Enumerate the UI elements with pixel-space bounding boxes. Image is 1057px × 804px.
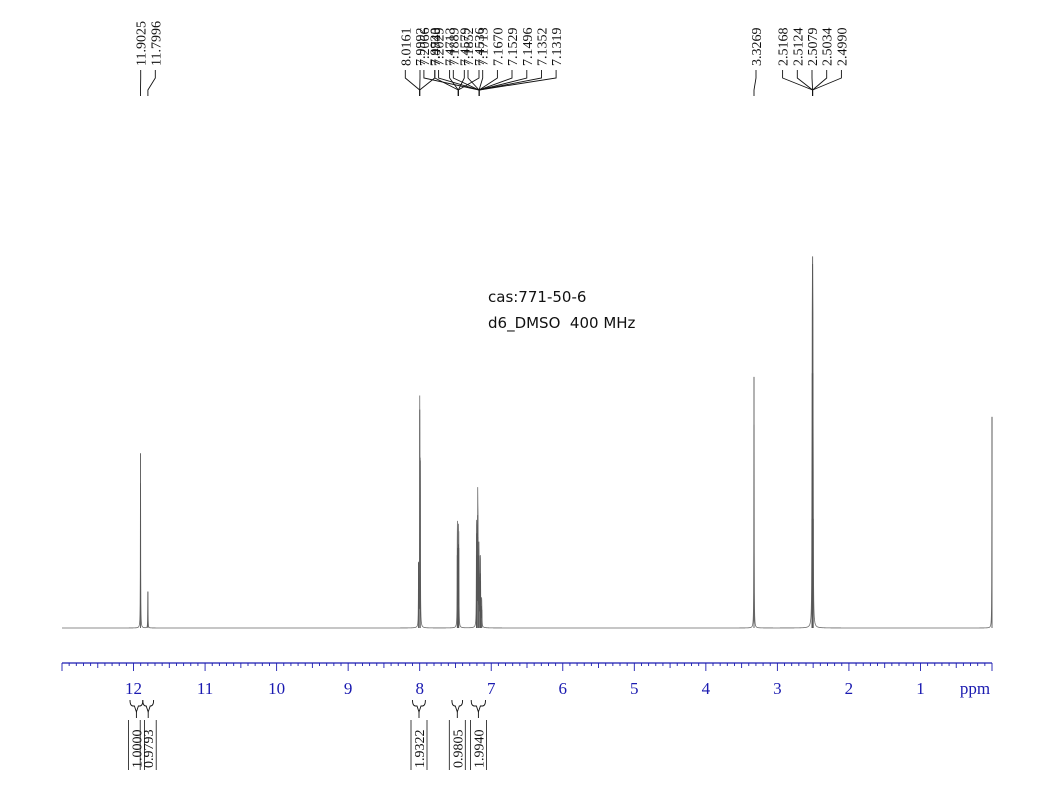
x-tick-label: 1	[916, 679, 925, 698]
spectrum-layer	[62, 256, 993, 629]
peak-label: 7.1889	[447, 28, 462, 67]
peak-leader	[796, 70, 814, 96]
x-tick-label: 4	[702, 679, 711, 698]
peak-label: 7.1352	[536, 28, 551, 67]
peak-leader	[478, 70, 484, 96]
peak-label: 7.1496	[521, 28, 536, 67]
integral-bracket	[412, 699, 426, 714]
peak-label: 7.4743	[429, 28, 444, 67]
peak-label: 7.4579	[458, 28, 473, 67]
peak-label: 7.4713	[444, 28, 459, 67]
peak-label: 7.9992	[414, 28, 429, 67]
integral-value: 1.9322	[413, 730, 428, 769]
peak-leader	[419, 70, 436, 96]
integral-value: 0.9793	[142, 730, 157, 769]
peak-label: 2.4990	[835, 28, 850, 67]
solvent-frequency-label: d6_DMSO 400 MHz	[488, 314, 636, 332]
integral-bracket	[451, 699, 464, 714]
peak-label: 7.4536	[473, 28, 488, 67]
x-tick-label: 2	[845, 679, 854, 698]
integral-bracket	[470, 699, 486, 714]
peak-label: 2.5034	[821, 28, 836, 67]
integral-value: 1.0000	[130, 730, 145, 769]
peak-leader	[457, 70, 480, 96]
peak-label: 7.1852	[462, 28, 477, 67]
peak-leader	[478, 70, 498, 96]
integral-value: 0.9805	[451, 730, 466, 769]
integral-bracket	[129, 699, 144, 714]
peak-label: 2.5168	[777, 28, 792, 67]
peak-leader	[812, 70, 828, 96]
peak-leader	[147, 70, 156, 96]
peak-label: 7.2029	[433, 28, 448, 67]
peak-label: 7.9920	[429, 28, 444, 67]
peak-leader	[478, 70, 557, 96]
peak-label: 11.9025	[135, 21, 150, 66]
sample-cas-label: cas:771-50-6	[488, 288, 587, 306]
x-tick-label: 3	[773, 679, 782, 698]
peak-label: 7.1319	[550, 28, 565, 67]
x-axis: 12 11 10 9 8 7 6 5 4 3 2 1 ppm	[61, 662, 993, 698]
peak-label: 8.0161	[399, 28, 414, 67]
peak-label: 7.1713	[477, 28, 492, 67]
peak-label: 2.5124	[791, 28, 806, 67]
peak-label: 7.1670	[491, 28, 506, 67]
x-tick-label: 12	[125, 679, 142, 698]
x-tick-label: 9	[344, 679, 353, 698]
integral-value: 1.9940	[472, 730, 487, 769]
peak-label: 11.7996	[149, 21, 164, 66]
spectrum-trace	[62, 256, 993, 629]
peak-leader	[478, 70, 528, 96]
x-tick-label: 6	[559, 679, 568, 698]
integral-bracket	[142, 699, 155, 714]
peak-leader	[404, 70, 421, 96]
x-tick-label: 5	[630, 679, 639, 698]
peak-label: 7.2066	[418, 28, 433, 67]
x-tick-label: 10	[268, 679, 285, 698]
peak-label: 3.3269	[750, 28, 765, 67]
x-tick-label: 8	[415, 679, 424, 698]
peak-leader	[478, 70, 542, 96]
peak-label: 7.1529	[506, 28, 521, 67]
peak-leader	[812, 70, 842, 96]
peak-leader	[452, 70, 480, 96]
x-tick-label: 7	[487, 679, 496, 698]
x-axis-label: ppm	[960, 679, 990, 698]
peak-leader	[753, 70, 757, 96]
peak-label: 2.5079	[806, 28, 821, 67]
x-tick-label: 11	[197, 679, 213, 698]
